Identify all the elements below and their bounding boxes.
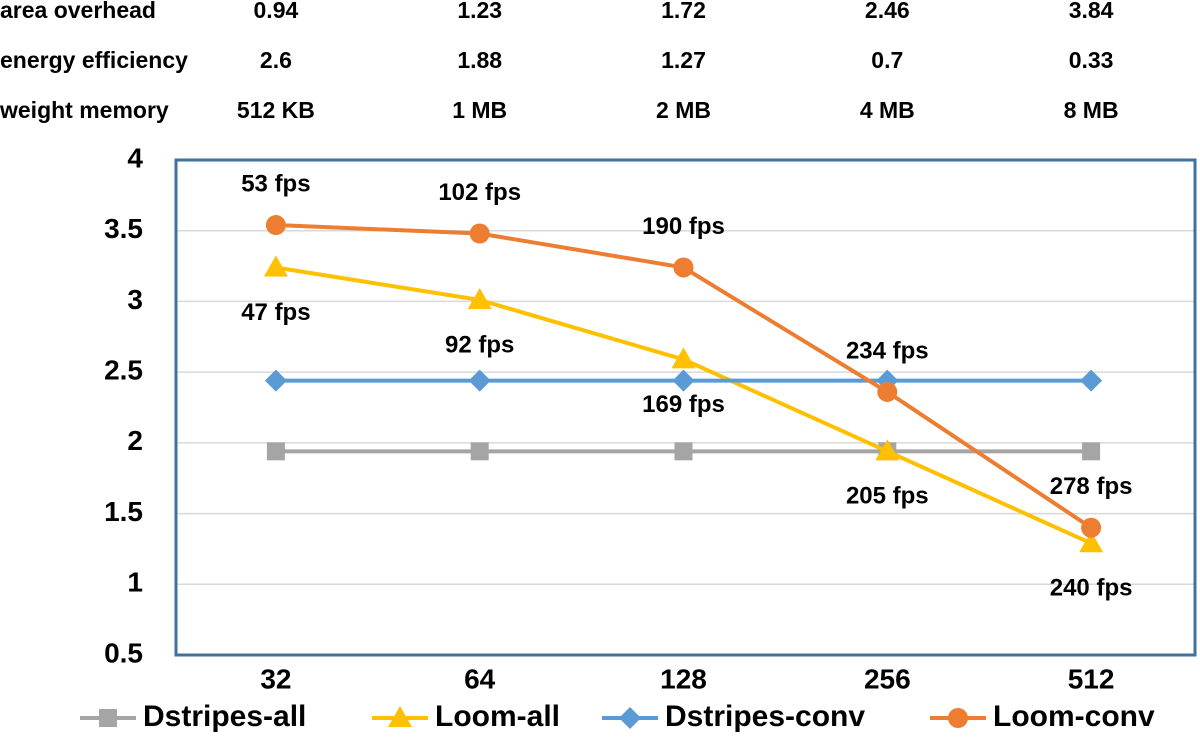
data-point	[263, 255, 288, 277]
x-tick-label: 128	[660, 663, 707, 694]
data-point	[1080, 369, 1103, 392]
data-point	[674, 442, 693, 461]
x-tick-label: 32	[260, 663, 291, 694]
point-label: 92 fps	[445, 331, 514, 358]
data-point	[468, 369, 491, 392]
legend-label: Dstripes-conv	[665, 700, 865, 733]
plot-border	[174, 158, 1197, 657]
row-cell: 1.27	[661, 47, 706, 73]
legend-marker	[948, 708, 968, 728]
row-cell: 1.23	[457, 0, 502, 23]
legend-marker	[619, 707, 641, 729]
y-tick-label: 3.5	[104, 213, 143, 244]
legend-marker	[388, 706, 412, 727]
legend-marker	[99, 709, 117, 727]
point-label: 240 fps	[1050, 575, 1133, 602]
row-cell: 1 MB	[452, 97, 507, 123]
data-point	[875, 439, 900, 461]
y-tick-label: 4	[127, 142, 143, 173]
data-point	[673, 257, 694, 278]
row-label: area overhead	[0, 0, 156, 23]
y-tick-label: 2	[127, 425, 143, 456]
row-cell: 0.7	[871, 47, 903, 73]
legend-label: Loom-conv	[993, 700, 1155, 733]
y-tick-label: 0.5	[104, 637, 143, 668]
data-point	[671, 347, 696, 369]
row-cell: 0.94	[254, 0, 299, 23]
point-label: 53 fps	[241, 170, 310, 197]
data-point	[1079, 531, 1104, 553]
data-point	[467, 288, 492, 310]
point-label: 169 fps	[642, 391, 725, 418]
data-point	[469, 223, 490, 244]
row-cell: 3.84	[1069, 0, 1114, 23]
row-cell: 1.72	[661, 0, 706, 23]
y-tick-label: 3	[127, 284, 143, 315]
point-label: 190 fps	[642, 213, 725, 240]
row-label: weight memory	[0, 97, 169, 123]
row-cell: 2 MB	[656, 97, 711, 123]
data-point	[672, 369, 695, 392]
data-point	[264, 369, 287, 392]
row-cell: 4 MB	[860, 97, 915, 123]
x-tick-label: 256	[864, 663, 911, 694]
data-point	[265, 215, 286, 236]
y-tick-label: 1	[127, 567, 143, 598]
row-cell: 2.46	[865, 0, 910, 23]
data-point	[266, 442, 285, 461]
data-point	[877, 381, 898, 402]
row-cell: 0.33	[1069, 47, 1114, 73]
row-cell: 1.88	[457, 47, 502, 73]
row-cell: 512 KB	[237, 97, 315, 123]
point-label: 47 fps	[241, 299, 310, 326]
point-label: 234 fps	[846, 337, 929, 364]
x-tick-label: 64	[464, 663, 496, 694]
data-point	[1082, 442, 1101, 461]
point-label: 205 fps	[846, 483, 929, 510]
legend-label: Loom-all	[435, 700, 560, 733]
legend-label: Dstripes-all	[143, 700, 306, 733]
point-label: 278 fps	[1050, 473, 1133, 500]
row-label: energy efficiency	[0, 47, 188, 73]
data-point	[470, 442, 489, 461]
row-cell: 2.6	[260, 47, 292, 73]
data-point	[1081, 517, 1102, 538]
y-tick-label: 2.5	[104, 355, 143, 386]
x-tick-label: 512	[1068, 663, 1115, 694]
y-tick-label: 1.5	[104, 496, 143, 527]
row-cell: 8 MB	[1064, 97, 1119, 123]
point-label: 102 fps	[438, 179, 521, 206]
